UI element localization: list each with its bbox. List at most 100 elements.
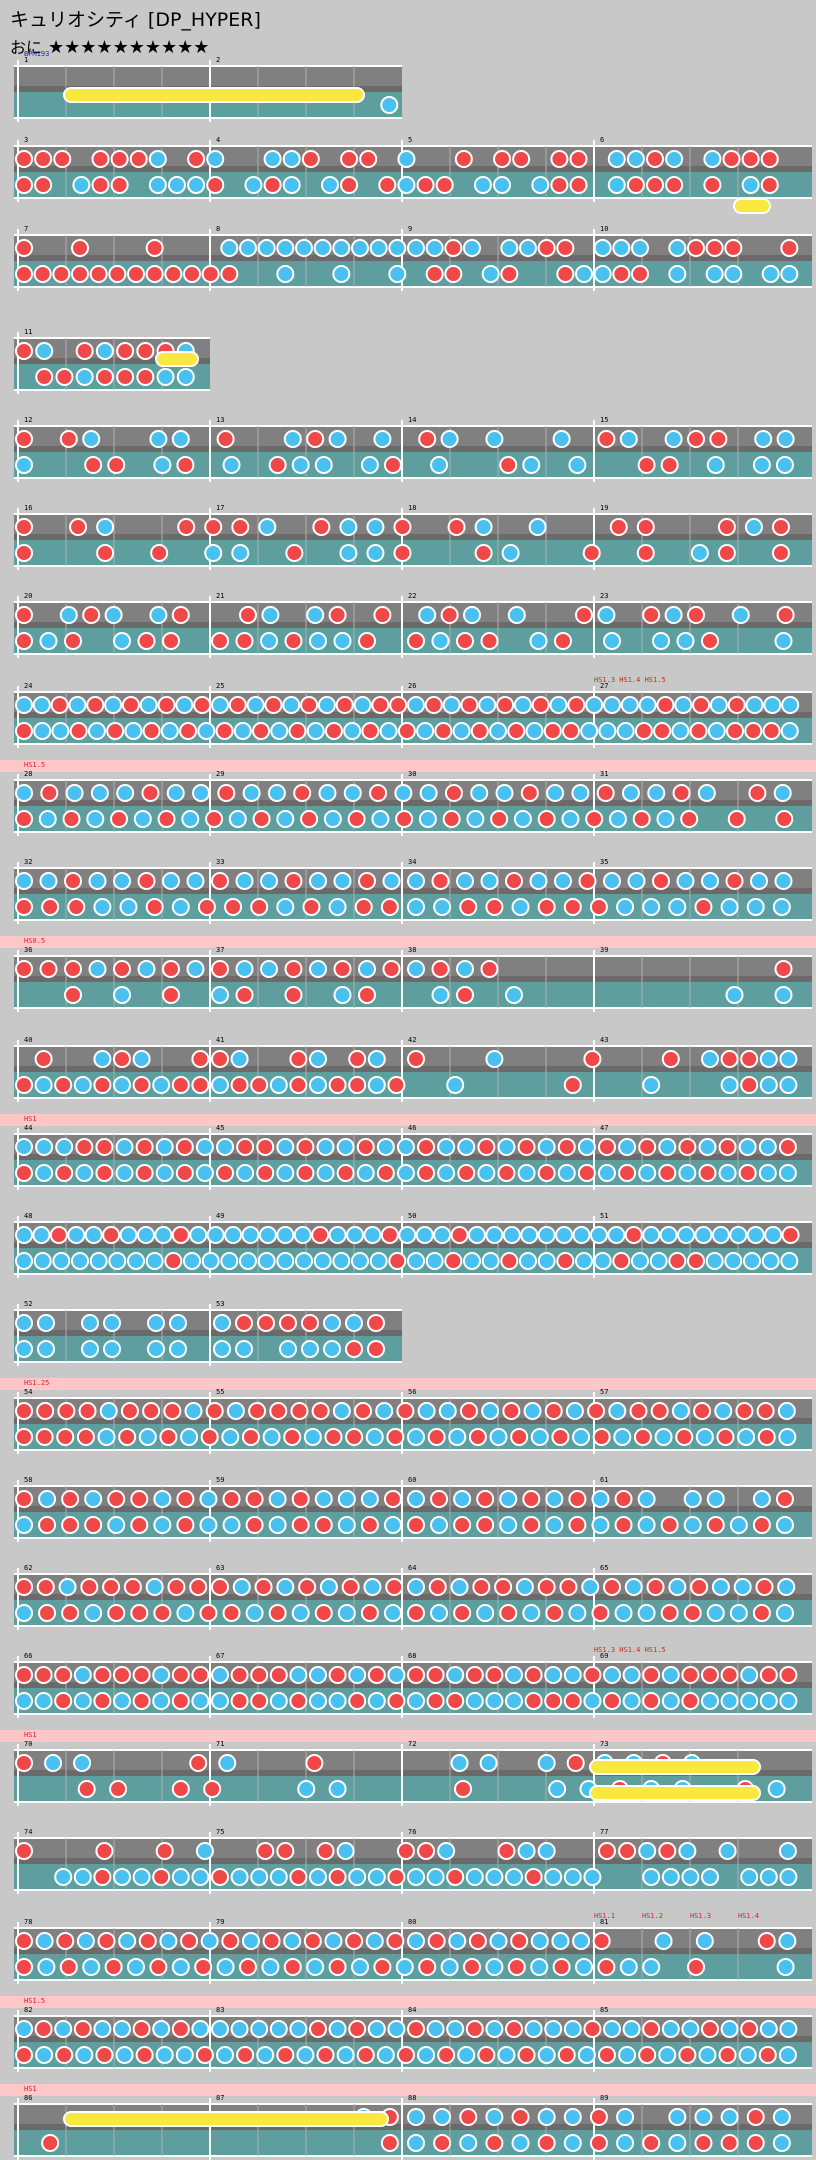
ka-note [470, 784, 489, 802]
don-note [95, 2046, 114, 2064]
ka-note [425, 1252, 444, 1270]
ka-note [552, 430, 571, 448]
ka-note [306, 1958, 325, 1976]
don-note [176, 1490, 195, 1508]
don-note [211, 1578, 229, 1596]
don-note [470, 722, 489, 740]
ka-note [433, 898, 452, 916]
ka-note [15, 1138, 33, 1156]
ka-note [513, 810, 532, 828]
ka-note [297, 1780, 316, 1798]
ka-note [548, 1780, 567, 1798]
ka-note [446, 2020, 465, 2038]
ka-note [309, 1692, 327, 1710]
ka-note [515, 1578, 534, 1596]
ka-note [505, 1666, 523, 1684]
don-note [585, 810, 604, 828]
ka-note [241, 1932, 260, 1950]
ka-note [616, 2134, 635, 2152]
ka-note [44, 1754, 63, 1772]
ka-note [622, 2020, 641, 2038]
don-note [589, 898, 608, 916]
don-note [284, 960, 303, 978]
don-note [463, 1958, 481, 1976]
ka-note [664, 430, 683, 448]
ka-note [681, 2020, 700, 2038]
don-note [15, 2046, 33, 2064]
ka-note [607, 176, 626, 194]
measure-number: 59 [216, 1476, 224, 1484]
don-note [305, 1754, 324, 1772]
ka-note [761, 1252, 780, 1270]
scroll-speed-label: HS1 [24, 1115, 37, 1123]
ka-note [563, 1666, 582, 1684]
ka-note [204, 544, 223, 562]
don-note [205, 810, 224, 828]
ka-note [456, 872, 474, 890]
don-note [720, 1666, 739, 1684]
ka-note [169, 1340, 187, 1358]
ka-note [323, 810, 342, 828]
ka-note [631, 239, 649, 257]
ka-note [407, 960, 425, 978]
ka-note [407, 898, 425, 916]
ka-note [156, 368, 175, 386]
don-note [135, 1138, 154, 1156]
measure-number: 22 [408, 592, 416, 600]
measure-number: 55 [216, 1388, 224, 1396]
don-note [454, 1780, 473, 1798]
ka-note [440, 1958, 459, 1976]
measure-number: 16 [24, 504, 32, 512]
don-note [211, 1050, 229, 1068]
ka-note [328, 1780, 347, 1798]
ka-note [113, 1868, 131, 1886]
ka-note [351, 1252, 369, 1270]
ka-note [309, 1076, 327, 1094]
ka-note [407, 2108, 425, 2126]
ka-note [242, 784, 261, 802]
lane-p1-shade [14, 446, 812, 452]
don-note [642, 1692, 661, 1710]
ka-note [387, 1666, 406, 1684]
don-note [336, 1164, 355, 1182]
measure-number: 41 [216, 1036, 224, 1044]
ka-note [32, 696, 51, 714]
measure-number: 7 [24, 225, 28, 233]
don-note [687, 239, 705, 257]
don-note [726, 722, 745, 740]
ka-note [426, 2020, 445, 2038]
measure-number: 51 [600, 1212, 608, 1220]
ka-note [73, 1692, 92, 1710]
don-note [658, 1842, 677, 1860]
ka-note [387, 2020, 406, 2038]
roll-note [63, 2111, 389, 2127]
don-note [624, 1226, 643, 1244]
ka-note [313, 1252, 332, 1270]
ka-note [505, 1868, 523, 1886]
ka-note [152, 1692, 171, 1710]
don-note [189, 1578, 208, 1596]
don-note [104, 1958, 123, 1976]
ka-note [282, 150, 301, 168]
don-note [705, 239, 724, 257]
ka-note [279, 1340, 297, 1358]
ka-note [407, 2134, 425, 2152]
ka-note [232, 1578, 251, 1596]
don-note [250, 1666, 269, 1684]
ka-note [318, 784, 337, 802]
don-note [642, 1666, 661, 1684]
ka-note [718, 1164, 737, 1182]
measure-number: 79 [216, 1918, 224, 1926]
ka-note [489, 1428, 508, 1446]
ka-note [473, 176, 492, 194]
ka-note [631, 1252, 649, 1270]
don-note [316, 2046, 335, 2064]
don-note [724, 239, 743, 257]
ka-note [166, 784, 185, 802]
ka-note [397, 176, 416, 194]
ka-note [642, 1868, 661, 1886]
don-note [752, 1516, 771, 1534]
ka-note [68, 696, 87, 714]
ka-note [530, 1428, 549, 1446]
ka-note [681, 1868, 700, 1886]
